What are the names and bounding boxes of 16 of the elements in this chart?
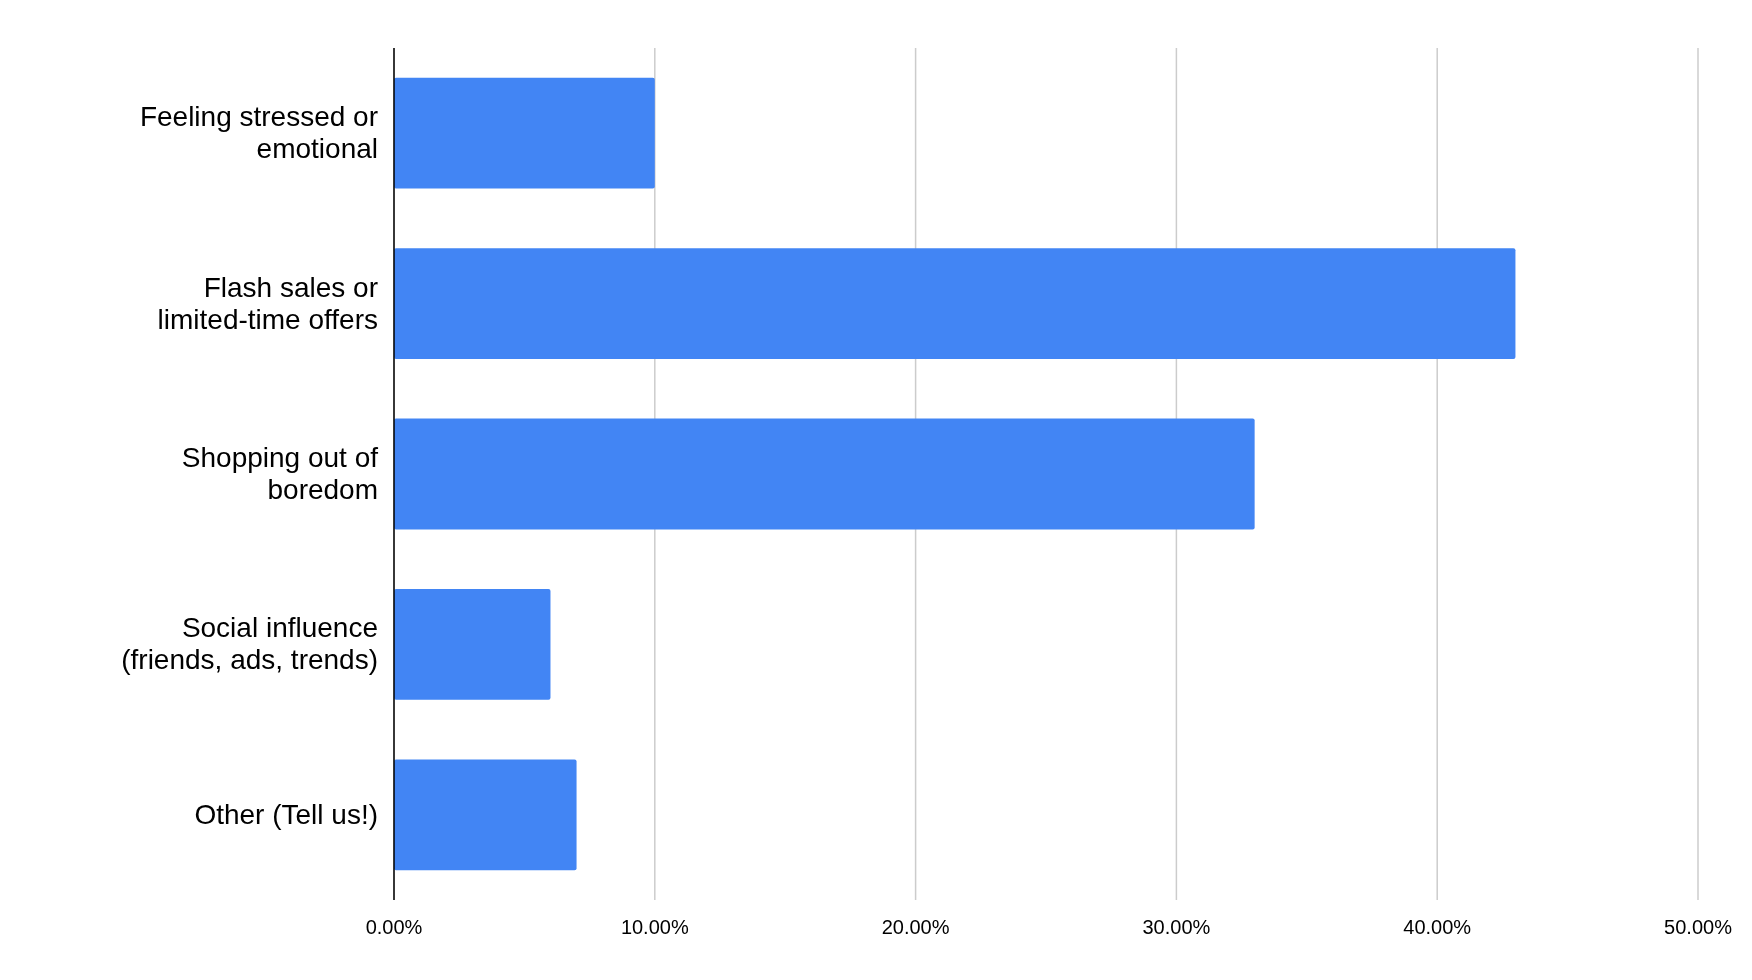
bar xyxy=(394,589,551,700)
x-tick-label: 20.00% xyxy=(881,916,950,938)
y-tick-label: Flash sales or limited-time offers xyxy=(157,271,378,335)
bar xyxy=(394,759,577,871)
bar xyxy=(394,418,1255,530)
x-tick-label: 50.00% xyxy=(1664,916,1733,938)
x-tick-label: 40.00% xyxy=(1403,916,1472,938)
x-tick-label: 10.00% xyxy=(620,916,689,938)
x-tick-label: 0.00% xyxy=(365,916,423,938)
y-tick-label: Shopping out of boredom xyxy=(181,442,379,505)
y-tick-label: Feeling stressed or emotional xyxy=(139,101,378,165)
x-tick-label: 30.00% xyxy=(1142,916,1211,938)
y-tick-label: Social influence (friends, ads, trends) xyxy=(121,612,378,676)
bar xyxy=(394,248,1516,359)
y-tick-label: Other (Tell us!) xyxy=(194,798,378,830)
bar xyxy=(394,77,655,189)
